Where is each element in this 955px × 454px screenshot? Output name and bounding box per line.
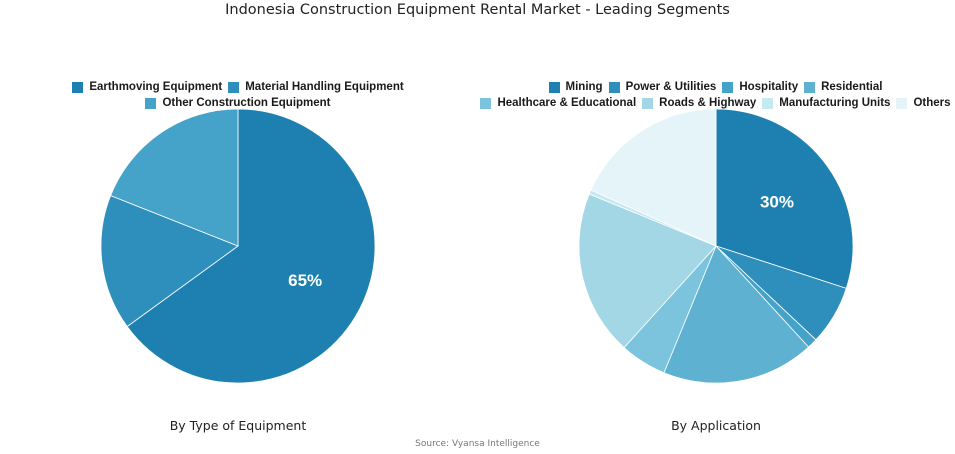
legend-item-mining: Mining <box>548 80 603 94</box>
legend-item-healthcare-and-educational: Healthcare & Educational <box>480 96 636 110</box>
legend-item-other-construction-equipment: Other Construction Equipment <box>145 96 331 110</box>
legend-item-material-handling-equipment: Material Handling Equipment <box>228 80 404 94</box>
source-note: Source: Vyansa Intelligence <box>415 439 540 449</box>
caption-application: By Application <box>671 418 761 433</box>
pie-slice-equipment-other-construction-equipment <box>110 108 239 247</box>
pie-slice-application-residential <box>663 245 810 384</box>
legend-swatch <box>548 81 560 93</box>
pie-slice-application-roads-and-highway <box>578 193 717 349</box>
legend-swatch <box>804 81 816 93</box>
legend-swatch <box>762 97 774 109</box>
caption-type-of-equipment: By Type of Equipment <box>169 418 307 433</box>
legend-label: Roads & Highway <box>659 97 757 109</box>
legend-item-others: Others <box>896 96 951 110</box>
legend-item-roads-and-highway: Roads & Highway <box>642 96 756 110</box>
legend-label: Power & Utilities <box>625 81 717 93</box>
legend-swatch <box>145 97 157 109</box>
pie-slice-application-mining <box>715 108 854 289</box>
legend-label: Material Handling Equipment <box>245 81 404 93</box>
legend-swatch <box>480 97 492 109</box>
legend-label: Healthcare & Educational <box>497 97 637 109</box>
legend-type-of-equipment: Earthmoving Equipment Material Handling E… <box>60 80 416 110</box>
legend-swatch <box>608 81 620 93</box>
legend-label: Manufacturing Units <box>779 97 891 109</box>
legend-swatch <box>72 81 84 93</box>
legend-swatch <box>642 97 654 109</box>
data-label-application-mining: 30% <box>760 193 794 212</box>
legend-item-earthmoving-equipment: Earthmoving Equipment <box>72 80 222 94</box>
legend-application: Mining Power & Utilities Hospitality Reside… <box>478 80 953 110</box>
legend-item-manufacturing-units: Manufacturing Units <box>762 96 890 110</box>
legend-item-residential: Residential <box>804 80 882 94</box>
legend-label: Hospitality <box>739 81 799 93</box>
legend-label: Other Construction Equipment <box>162 97 331 109</box>
legend-swatch <box>228 81 240 93</box>
legend-label: Earthmoving Equipment <box>89 81 223 93</box>
legend-swatch <box>722 81 734 93</box>
legend-item-hospitality: Hospitality <box>722 80 798 94</box>
legend-swatch <box>896 97 908 109</box>
legend-label: Mining <box>565 81 603 93</box>
pie-slice-equipment-earthmoving-equipment <box>126 108 376 384</box>
legend-label: Residential <box>821 81 883 93</box>
data-label-equipment-earthmoving-equipment: 65% <box>288 271 322 290</box>
pie-slice-application-others <box>590 108 717 247</box>
chart-title: Indonesia Construction Equipment Rental … <box>225 2 730 18</box>
legend-label: Others <box>913 97 951 109</box>
legend-item-power-and-utilities: Power & Utilities <box>608 80 717 94</box>
pie-slice-equipment-material-handling-equipment <box>100 195 239 328</box>
